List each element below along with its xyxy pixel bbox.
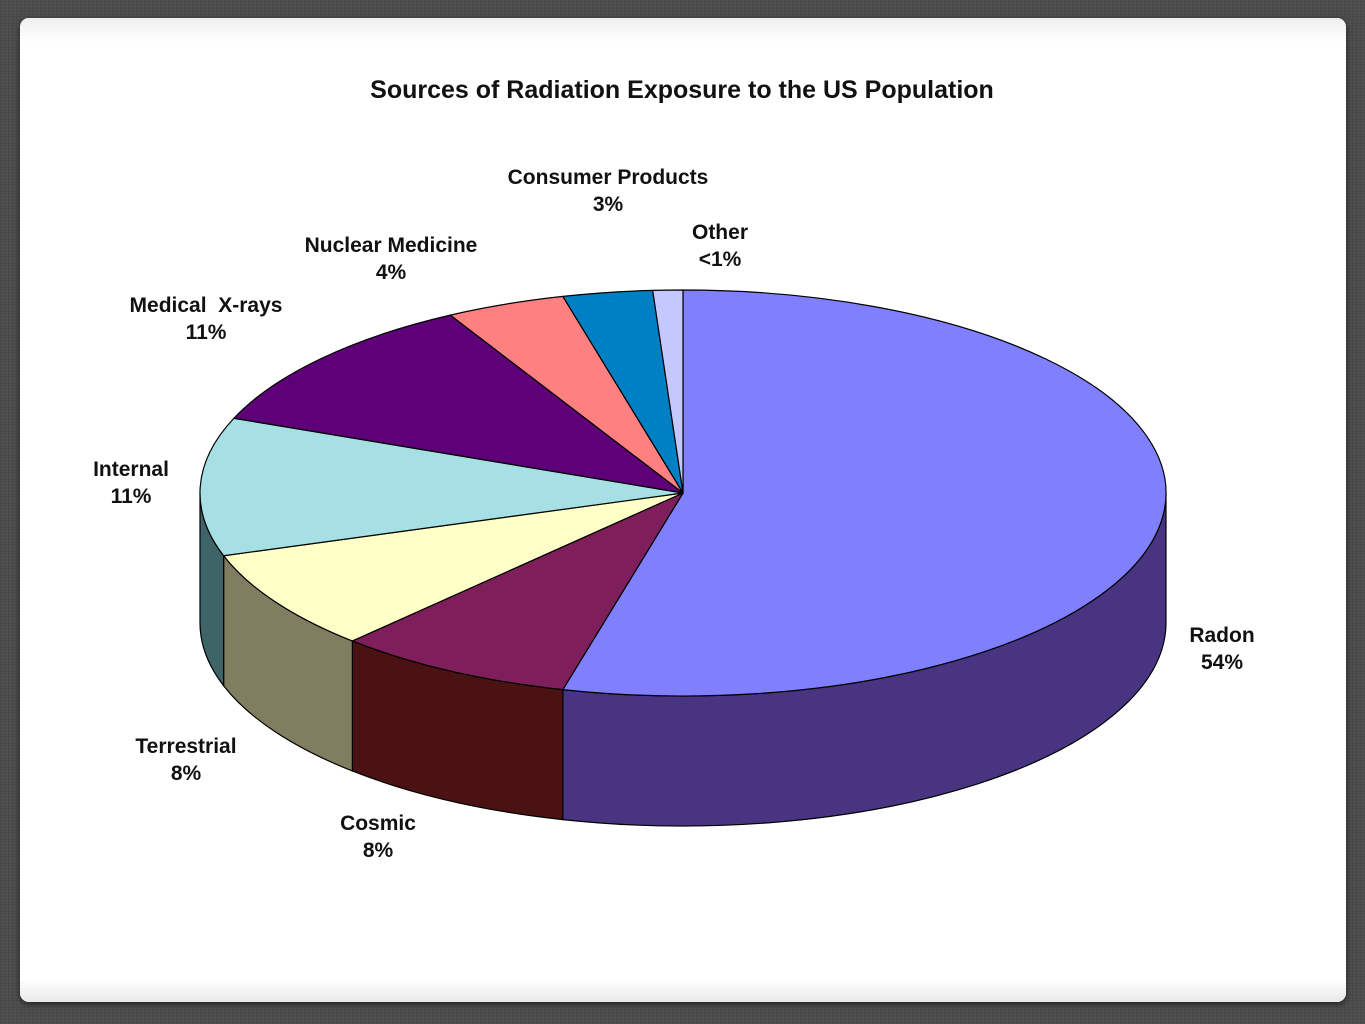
slice-name: Radon [1189, 624, 1254, 647]
slice-percent: 54% [1201, 651, 1243, 674]
slice-name: Terrestrial [135, 735, 236, 758]
slice-percent: <1% [699, 248, 742, 271]
slice-label-terrestrial: Terrestrial 8% [135, 735, 236, 785]
slice-label-consumer-products: Consumer Products 3% [508, 166, 709, 216]
slice-percent: 8% [363, 839, 394, 862]
pie-slice-radon [562, 289, 1167, 697]
slice-name: Medical X-rays [130, 294, 283, 317]
slice-label-medical-xrays: Medical X-rays 11% [130, 294, 283, 344]
slice-name: Nuclear Medicine [305, 234, 478, 257]
slice-name: Internal [93, 458, 169, 481]
pie-slice-internal [199, 417, 684, 557]
slice-name: Cosmic [340, 812, 416, 835]
slice-name: Consumer Products [508, 166, 709, 189]
slice-percent: 8% [171, 762, 202, 785]
chart-title: Sources of Radiation Exposure to the US … [370, 76, 994, 104]
pie-tops [199, 289, 1167, 697]
slice-percent: 3% [593, 193, 624, 216]
slice-label-radon: Radon 54% [1189, 624, 1254, 674]
slice-percent: 4% [376, 261, 407, 284]
pie-slice-cosmic [351, 492, 684, 691]
slice-percent: 11% [111, 485, 152, 508]
slice-label-internal: Internal 11% [93, 458, 169, 508]
slice-name: Other [692, 221, 748, 244]
slice-label-other: Other <1% [692, 221, 748, 271]
pie-slice-terrestrial [223, 492, 684, 642]
slice-label-cosmic: Cosmic 8% [340, 812, 416, 862]
pie-slice-other [652, 289, 684, 494]
slice-label-nuclear-medicine: Nuclear Medicine 4% [305, 234, 478, 284]
slice-percent: 11% [186, 321, 227, 344]
pie-slice-medical-x-rays [233, 314, 684, 494]
